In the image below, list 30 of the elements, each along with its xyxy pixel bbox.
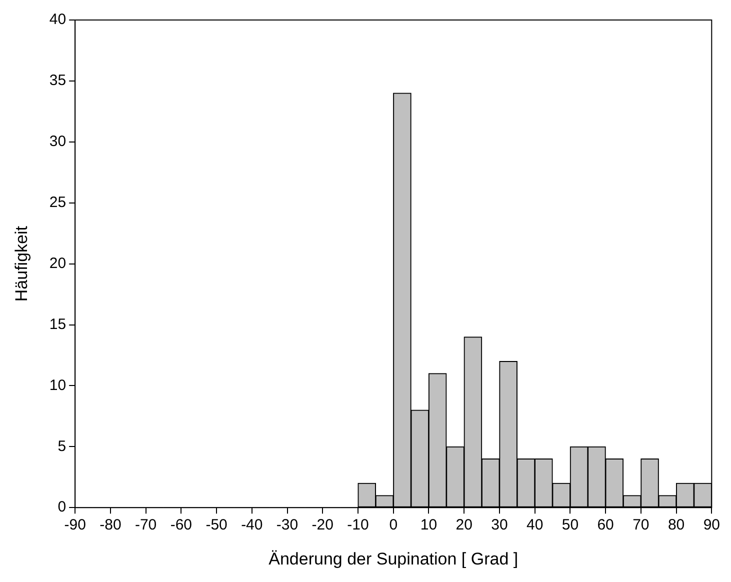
y-tick-label: 30 <box>49 133 66 150</box>
x-axis-title: Änderung der Supination [ Grad ] <box>268 549 518 568</box>
y-tick-label: 5 <box>58 438 66 455</box>
x-tick-label: -60 <box>170 516 192 534</box>
x-tick-label: -40 <box>241 516 263 534</box>
y-tick-label: 0 <box>58 498 66 516</box>
x-tick-label: -70 <box>134 516 157 534</box>
x-tick-label: 70 <box>632 516 650 534</box>
x-tick-label: -50 <box>206 516 228 534</box>
y-tick-label: 35 <box>49 72 66 90</box>
x-tick-label: 40 <box>526 516 544 534</box>
x-tick-label: -90 <box>64 516 86 534</box>
x-tick-label: 30 <box>491 516 508 534</box>
y-tick-label: 20 <box>49 254 66 272</box>
y-tick-label: 40 <box>49 11 66 28</box>
x-tick-label: 0 <box>389 516 398 534</box>
x-tick-label: 10 <box>420 516 438 534</box>
x-tick-label: -80 <box>100 516 122 534</box>
x-tick-label: 20 <box>456 516 472 534</box>
x-tick-label: 60 <box>597 516 614 534</box>
y-axis-title: Häufigkeit <box>12 226 31 302</box>
y-tick-label: 15 <box>49 316 66 333</box>
y-tick-label: 10 <box>49 376 66 394</box>
y-tick-label: 25 <box>49 194 66 211</box>
x-tick-label: -20 <box>312 516 334 534</box>
x-tick-label: 50 <box>562 516 579 534</box>
x-tick-label: 90 <box>703 516 720 534</box>
x-tick-label: 80 <box>668 516 685 534</box>
x-tick-label: -30 <box>276 516 298 534</box>
x-tick-label: -10 <box>347 516 369 534</box>
